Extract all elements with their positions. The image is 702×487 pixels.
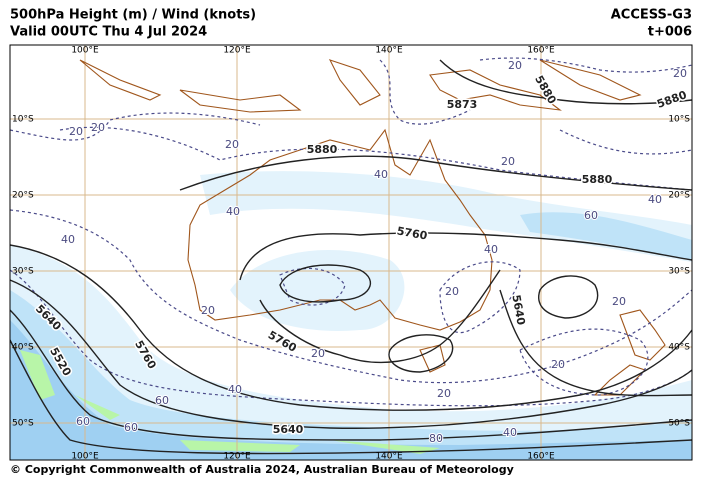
longitude-label: 160°E: [527, 46, 555, 56]
wind-shade-60: [10, 290, 692, 460]
wind-shade-80: [10, 320, 692, 460]
isotach-label: 20: [508, 59, 522, 72]
height-contour-label: 5880: [582, 173, 613, 186]
latitude-label: 20°S: [12, 191, 34, 201]
isotach-label: 20: [551, 358, 565, 371]
isotach-label: 20: [69, 125, 83, 138]
latitude-label: 10°S: [668, 115, 690, 125]
model-name: ACCESS-G3: [611, 8, 692, 23]
valid-time: Valid 00UTC Thu 4 Jul 2024: [10, 25, 207, 40]
isotach-label: 20: [673, 67, 687, 80]
isotach-label: 20: [445, 285, 459, 298]
latitude-label: 30°S: [12, 267, 34, 277]
isotach-label: 40: [374, 168, 388, 181]
latitude-label: 50°S: [12, 419, 34, 429]
wind-shade-40: [10, 245, 692, 460]
latitude-label: 20°S: [668, 191, 690, 201]
isotach-label: 60: [155, 394, 169, 407]
map-frame: [9, 44, 693, 461]
isotach-label: 40: [484, 243, 498, 256]
height-contours: [10, 59, 692, 455]
forecast-step: t+006: [648, 25, 692, 40]
isotach-label: 20: [311, 347, 325, 360]
latitude-label: 30°S: [668, 267, 690, 277]
height-contour-label: 5873: [447, 98, 478, 111]
isotach-label: 60: [124, 421, 138, 434]
isotach-label: 20: [501, 155, 515, 168]
graticule: [10, 45, 692, 460]
isotach-label: 40: [61, 233, 75, 246]
latitude-label: 40°S: [668, 343, 690, 353]
isotach-label: 20: [201, 304, 215, 317]
wind-shade-40: [200, 171, 692, 262]
map-title: 500hPa Height (m) / Wind (knots): [10, 8, 256, 23]
isotach-label: 20: [225, 138, 239, 151]
isotach-label: 40: [648, 193, 662, 206]
isotach-label: 40: [228, 383, 242, 396]
copyright: © Copyright Commonwealth of Australia 20…: [10, 463, 514, 476]
isotach-label: 60: [584, 209, 598, 222]
latitude-label: 40°S: [12, 343, 34, 353]
latitude-label: 10°S: [12, 115, 34, 125]
isotachs: [10, 57, 692, 407]
isotach-label: 20: [612, 295, 626, 308]
wind-shade-60: [520, 212, 692, 260]
map-body: [10, 45, 692, 460]
longitude-label: 140°E: [375, 46, 403, 56]
isotach-label: 40: [226, 205, 240, 218]
isotach-label: 20: [91, 121, 105, 134]
height-contour-label: 5880: [307, 143, 338, 156]
longitude-label: 140°E: [375, 452, 403, 462]
isotach-label: 20: [437, 387, 451, 400]
longitude-label: 100°E: [71, 452, 99, 462]
isotach-label: 80: [429, 432, 443, 445]
isotach-label: 60: [76, 415, 90, 428]
longitude-label: 160°E: [527, 452, 555, 462]
latitude-label: 50°S: [668, 419, 690, 429]
height-contour-label: 5640: [273, 423, 304, 436]
coastline: [79, 59, 666, 396]
longitude-label: 120°E: [223, 452, 251, 462]
longitude-label: 100°E: [71, 46, 99, 56]
isotach-label: 40: [503, 426, 517, 439]
longitude-label: 120°E: [223, 46, 251, 56]
